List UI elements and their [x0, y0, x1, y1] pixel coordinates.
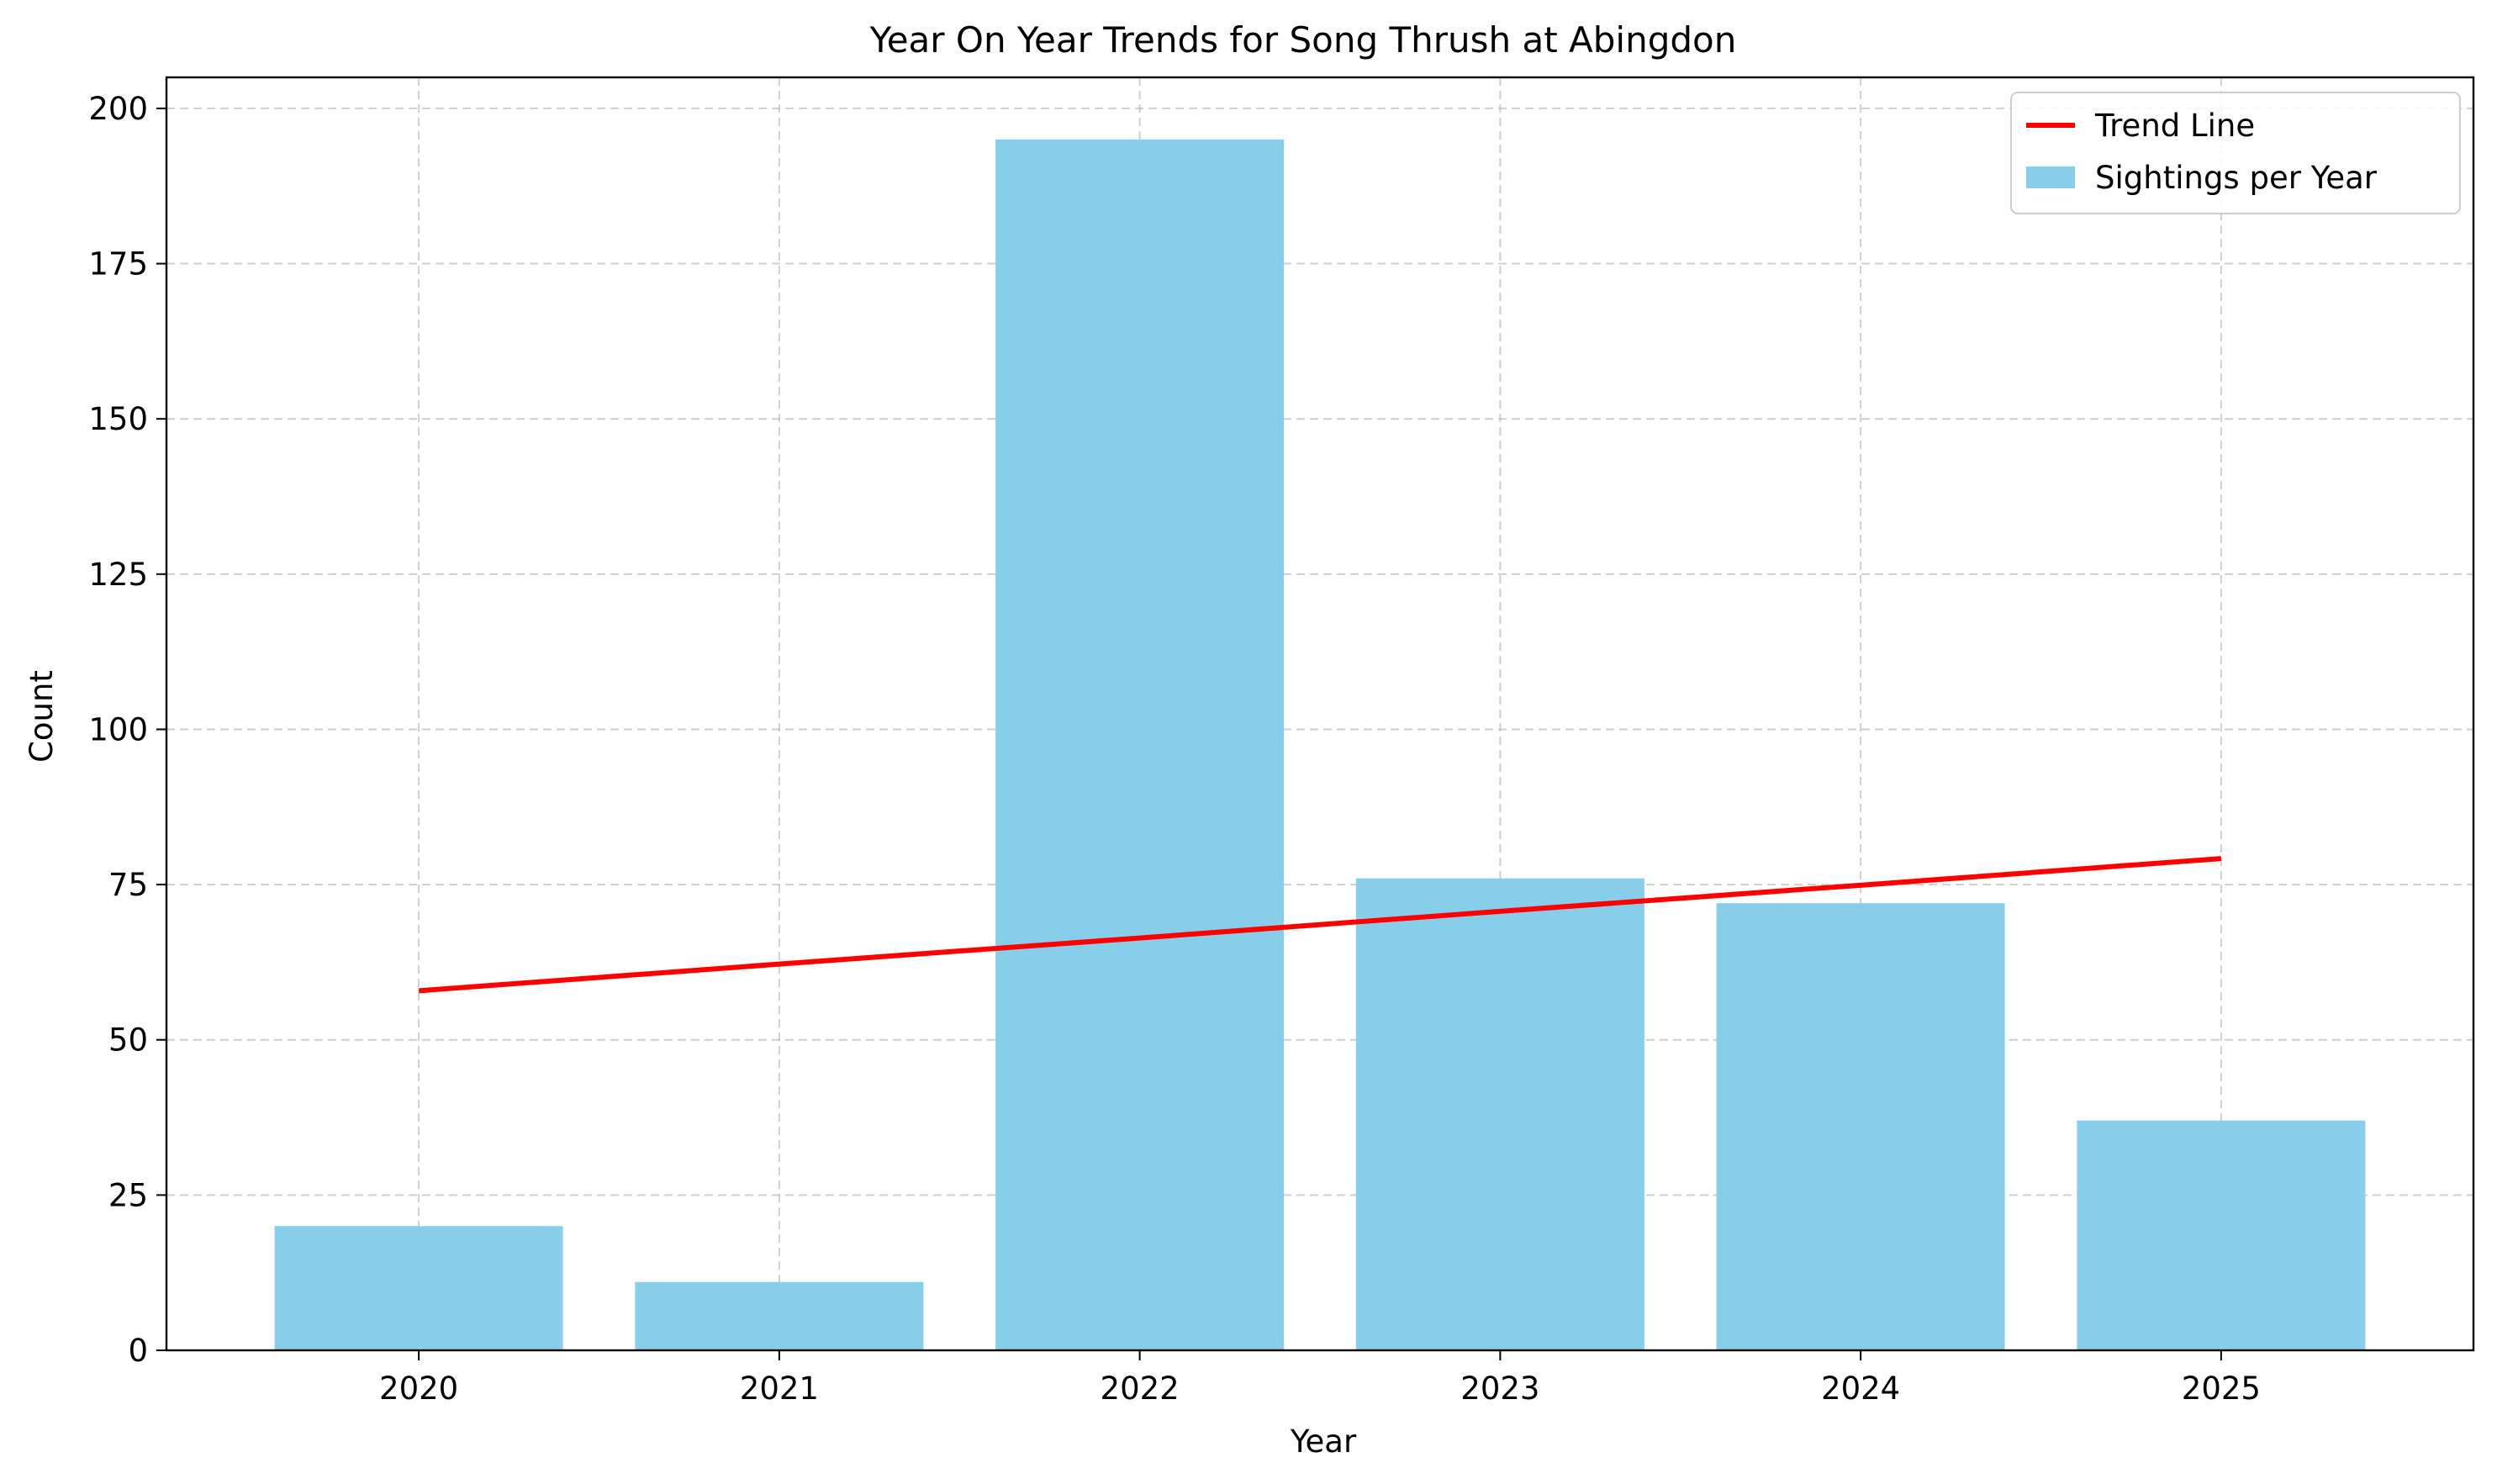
y-tick-label: 175 — [88, 246, 148, 283]
trend-line — [418, 856, 2222, 994]
bar-2024 — [1716, 903, 2005, 1350]
x-axis-label: Year — [1290, 1423, 1357, 1460]
y-tick-label: 0 — [128, 1333, 148, 1369]
chart-title: Year On Year Trends for Song Thrush at A… — [869, 19, 1737, 61]
y-tick-label: 50 — [108, 1022, 148, 1059]
bar-2025 — [2077, 1120, 2366, 1350]
y-tick-label: 125 — [88, 557, 148, 593]
bar-2022 — [995, 139, 1285, 1351]
y-axis-label: Count — [24, 670, 60, 763]
legend-label-sightings: Sightings per Year — [2095, 160, 2378, 196]
x-axis-ticks: 2020 2021 2022 2023 2024 2025 — [379, 1350, 2261, 1407]
trend-line-layer — [418, 856, 2222, 994]
y-tick-label: 100 — [88, 711, 148, 747]
y-tick-label: 150 — [88, 401, 148, 437]
legend-box — [2010, 92, 2461, 214]
x-tick-label: 2020 — [379, 1370, 458, 1407]
bar-2020 — [274, 1226, 563, 1350]
legend-label-trend-line: Trend Line — [2094, 108, 2255, 144]
y-tick-label: 75 — [108, 867, 148, 903]
bars-layer — [274, 139, 2366, 1351]
y-tick-label: 25 — [108, 1177, 148, 1213]
x-tick-label: 2025 — [2182, 1370, 2261, 1407]
grid-layer — [166, 77, 2473, 1351]
legend-swatch-sightings — [2026, 166, 2075, 188]
x-tick-label: 2024 — [1821, 1370, 1900, 1407]
bar-2021 — [635, 1281, 924, 1350]
y-axis-ticks: 0 25 50 75 100 125 150 175 200 — [88, 91, 166, 1369]
y-tick-label: 200 — [88, 91, 148, 127]
plot-frame — [165, 76, 2475, 1352]
x-tick-label: 2023 — [1460, 1370, 1539, 1407]
x-tick-label: 2021 — [740, 1370, 819, 1407]
legend: Trend Line Sightings per Year — [2010, 92, 2461, 214]
x-tick-label: 2022 — [1101, 1370, 1180, 1407]
bar-2023 — [1355, 878, 1644, 1350]
